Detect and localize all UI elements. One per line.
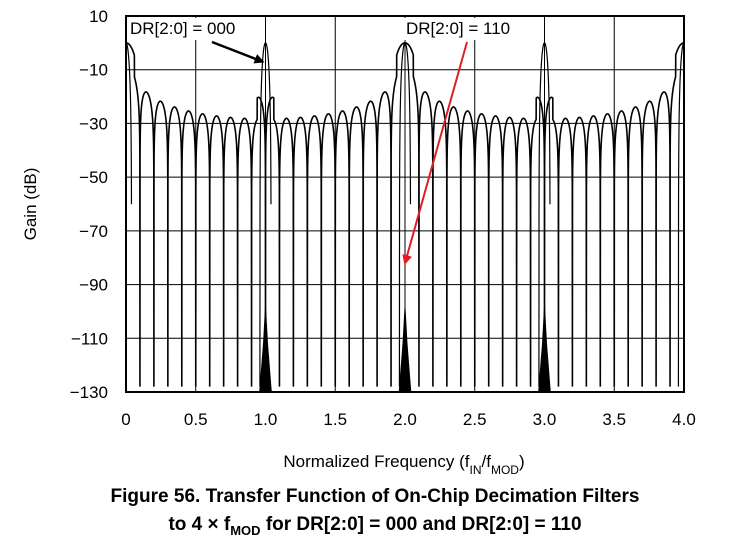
figure-caption-line2: to 4 × fMOD for DR[2:0] = 000 and DR[2:0… — [168, 514, 582, 538]
y-tick-label: −90 — [79, 276, 108, 295]
x-tick-label: 1.0 — [254, 410, 278, 429]
y-tick-label: −110 — [71, 329, 108, 348]
deep-null-band — [259, 298, 272, 392]
x-tick-label: 2.0 — [393, 410, 417, 429]
x-tick-labels: 0 0.5 1.0 1.5 2.0 2.5 3.0 3.5 4.0 — [121, 410, 696, 429]
y-axis-title: Gain (dB) — [21, 168, 40, 241]
x-axis-title: Normalized Frequency (fIN/fMOD) — [283, 452, 524, 477]
annotations: DR[2:0] = 000 DR[2:0] = 110 — [128, 18, 540, 266]
annotation-label: DR[2:0] = 000 — [130, 19, 235, 38]
annotation-label: DR[2:0] = 110 — [406, 19, 510, 38]
x-tick-label: 4.0 — [672, 410, 696, 429]
y-tick-label: −30 — [79, 114, 108, 133]
y-tick-label: 10 — [89, 7, 108, 26]
annotation-arrow — [211, 40, 265, 64]
y-tick-labels: 10 −10 −30 −50 −70 −90 −110 −130 — [70, 7, 108, 402]
annotation-label-bg — [404, 18, 540, 40]
plot-frame — [125, 15, 685, 393]
x-tick-label: 2.5 — [463, 410, 487, 429]
deep-null-band — [398, 298, 412, 392]
annotation-arrow — [402, 41, 468, 266]
series-dr110-line — [126, 42, 684, 387]
x-tick-label: 0 — [121, 410, 130, 429]
deep-null-band — [538, 298, 551, 392]
y-tick-label: −70 — [79, 222, 108, 241]
figure-caption-line1: Figure 56. Transfer Function of On-Chip … — [110, 486, 640, 507]
x-tick-label: 3.0 — [533, 410, 557, 429]
filter-traces — [126, 42, 684, 392]
y-tick-label: −50 — [79, 168, 108, 187]
x-tick-label: 3.5 — [602, 410, 626, 429]
decimation-filter-chart: 10 −10 −30 −50 −70 −90 −110 −130 0 0.5 1.0 1.5 2.0 2… — [21, 7, 696, 477]
x-tick-label: 0.5 — [184, 410, 208, 429]
x-tick-label: 1.5 — [323, 410, 347, 429]
y-tick-label: −10 — [79, 61, 108, 80]
annotation-label-bg — [128, 18, 264, 40]
y-tick-label: −130 — [70, 383, 108, 402]
